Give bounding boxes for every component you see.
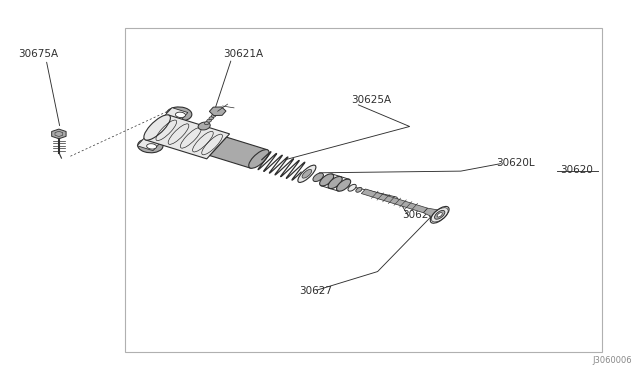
Text: 30628: 30628 (402, 210, 435, 220)
Ellipse shape (138, 138, 163, 153)
Ellipse shape (302, 169, 312, 178)
Ellipse shape (207, 119, 211, 122)
Text: 30620: 30620 (560, 166, 593, 175)
Bar (125, 28, 602, 352)
Polygon shape (362, 189, 428, 213)
Ellipse shape (328, 176, 342, 189)
Ellipse shape (435, 211, 445, 219)
Polygon shape (210, 137, 268, 168)
Ellipse shape (356, 187, 362, 192)
Ellipse shape (313, 173, 323, 182)
Polygon shape (137, 108, 188, 151)
Ellipse shape (198, 122, 210, 130)
Text: 30675A: 30675A (18, 49, 58, 59)
Ellipse shape (209, 116, 214, 120)
Text: 30620L: 30620L (496, 158, 534, 168)
Text: J3060006: J3060006 (593, 356, 632, 365)
Ellipse shape (249, 150, 269, 168)
Ellipse shape (147, 144, 157, 149)
Ellipse shape (175, 112, 186, 118)
Ellipse shape (214, 112, 218, 115)
Text: 30627: 30627 (300, 286, 333, 296)
Ellipse shape (348, 185, 356, 191)
Ellipse shape (211, 114, 216, 117)
Ellipse shape (144, 115, 170, 140)
Ellipse shape (166, 107, 192, 121)
Polygon shape (146, 115, 230, 159)
Ellipse shape (204, 122, 209, 125)
Text: 30621A: 30621A (223, 49, 263, 59)
Ellipse shape (337, 179, 351, 191)
Ellipse shape (437, 213, 442, 217)
Polygon shape (424, 208, 438, 217)
Ellipse shape (430, 206, 449, 223)
Text: 30625A: 30625A (351, 96, 391, 105)
Ellipse shape (319, 174, 333, 186)
Ellipse shape (298, 165, 316, 182)
